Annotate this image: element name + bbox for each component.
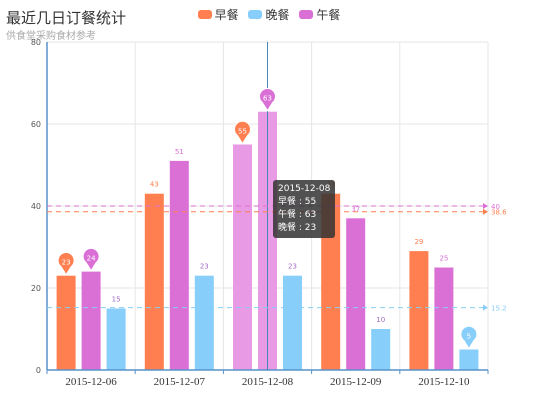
average-line-arrow	[483, 203, 488, 209]
value-label: 43	[150, 181, 159, 189]
value-label: 10	[376, 316, 385, 324]
bar	[56, 275, 76, 370]
average-line-arrow	[483, 208, 488, 215]
bar	[409, 251, 429, 370]
x-tick-label: 2015-12-06	[65, 376, 117, 388]
value-pin	[234, 120, 251, 145]
bar	[106, 308, 126, 370]
bar	[434, 267, 454, 370]
value-pin-label: 23	[62, 259, 71, 267]
value-pin-label: 55	[238, 128, 247, 136]
value-label: 25	[439, 255, 448, 263]
legend-item-breakfast[interactable]: 早餐	[197, 6, 239, 23]
legend: 早餐 晚餐 午餐	[0, 6, 538, 23]
bar	[459, 349, 479, 370]
legend-label-lunch: 午餐	[316, 8, 341, 22]
legend-swatch-lunch	[299, 10, 314, 19]
y-tick-label: 20	[31, 284, 41, 293]
bar	[283, 275, 302, 370]
average-line-arrow	[483, 304, 488, 311]
average-line-label: 38.6	[491, 209, 507, 217]
value-label: 15	[112, 296, 121, 304]
bar	[233, 144, 252, 370]
value-pin-label: 5	[467, 333, 471, 341]
value-label: 37	[351, 205, 360, 213]
tooltip: 2015-12-08 早餐 : 55 午餐 : 63 晚餐 : 23	[273, 180, 336, 238]
average-line-label: 40	[491, 203, 500, 211]
value-pin	[259, 88, 276, 112]
y-tick-label: 80	[31, 38, 41, 47]
x-tick-label: 2015-12-07	[154, 376, 206, 388]
value-pin	[82, 247, 100, 272]
tooltip-line-breakfast: 早餐 : 55	[278, 197, 317, 207]
x-tick-label: 2015-12-10	[418, 376, 470, 388]
value-label: 51	[175, 148, 184, 156]
legend-item-dinner[interactable]: 晚餐	[248, 6, 290, 23]
value-label: 23	[288, 263, 297, 271]
chart-subtitle: 供食堂采购食材参考	[6, 31, 96, 42]
tooltip-line-lunch: 午餐 : 63	[278, 210, 317, 220]
value-pin-label: 24	[87, 255, 96, 263]
bar	[81, 271, 101, 370]
x-tick-label: 2015-12-09	[330, 376, 382, 388]
value-pin-label: 63	[263, 95, 272, 103]
y-tick-label: 60	[31, 120, 41, 129]
bar	[346, 218, 366, 370]
bar	[144, 193, 164, 370]
y-tick-label: 40	[31, 202, 41, 211]
value-pin	[460, 325, 478, 350]
bar	[194, 275, 214, 370]
tooltip-title: 2015-12-08	[278, 184, 331, 194]
bar	[169, 160, 189, 370]
average-line-label: 15.2	[491, 305, 507, 313]
tooltip-line-dinner: 晚餐 : 23	[278, 223, 317, 233]
legend-swatch-dinner	[248, 10, 263, 19]
value-pin	[57, 252, 75, 276]
y-tick-label: 0	[36, 366, 41, 375]
bar	[371, 329, 391, 370]
value-label: 29	[414, 238, 423, 246]
chart-title: 最近几日订餐统计	[6, 9, 127, 27]
legend-item-lunch[interactable]: 午餐	[299, 6, 340, 23]
legend-label-dinner: 晚餐	[265, 8, 290, 22]
x-tick-label: 2015-12-08	[242, 376, 294, 388]
legend-label-breakfast: 早餐	[214, 8, 239, 22]
legend-swatch-breakfast	[197, 10, 212, 19]
value-label: 23	[200, 263, 209, 271]
